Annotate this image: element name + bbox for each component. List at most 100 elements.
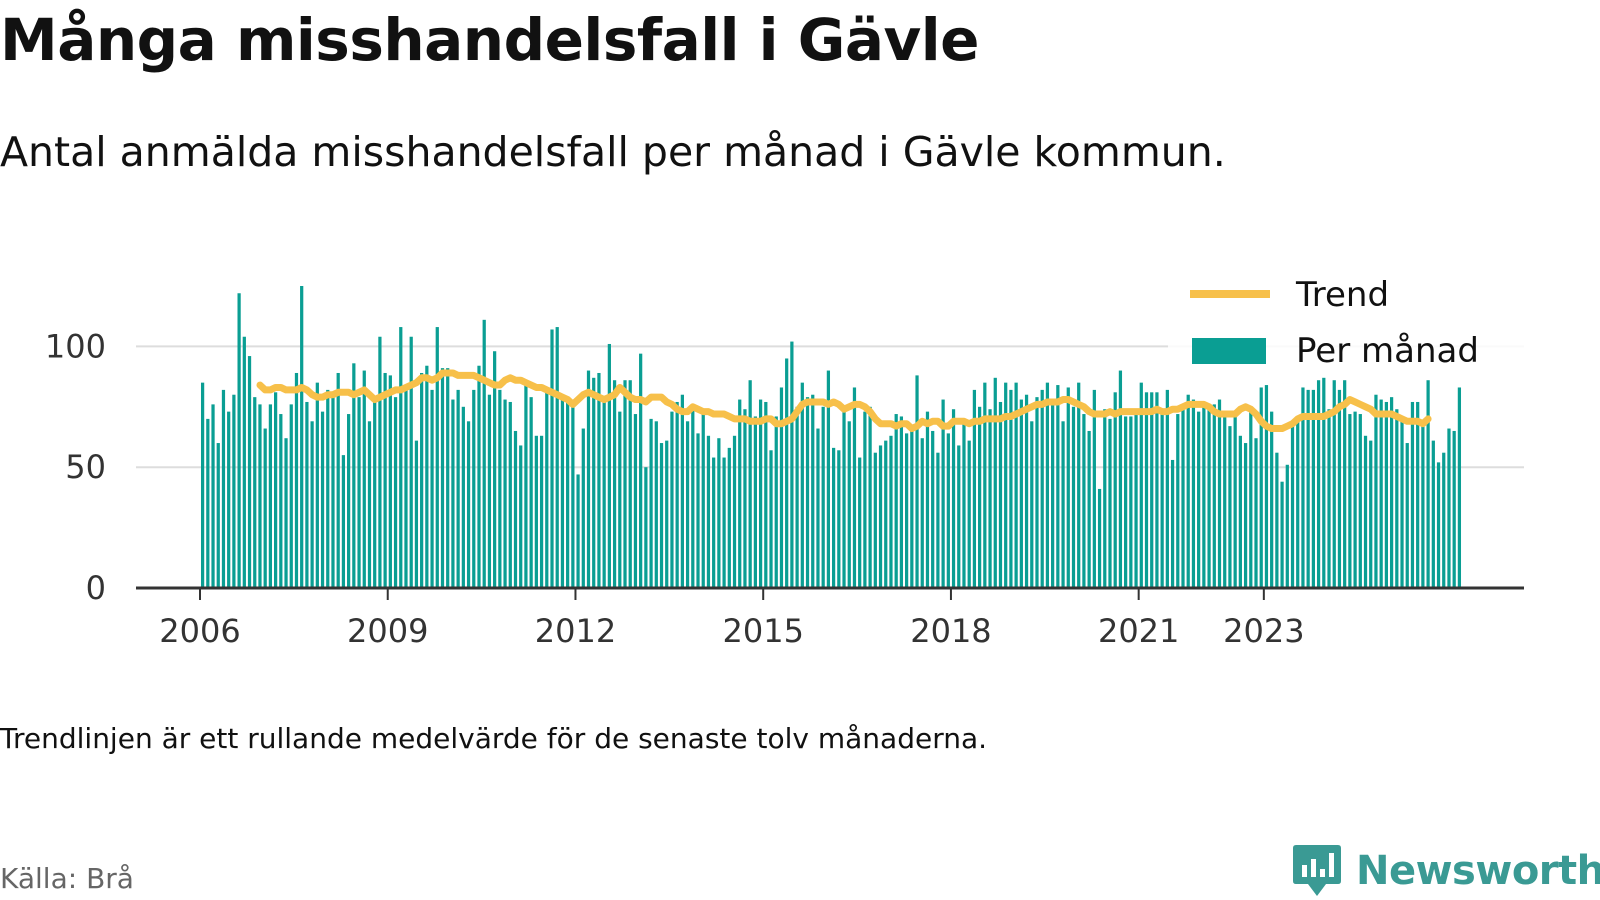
x-tick-label: 2023	[1223, 612, 1304, 650]
bar	[1009, 389, 1013, 588]
axes-group: 0 50 100 2006 2009 2012 2015 2018 2021 2023	[45, 327, 1524, 650]
bar	[602, 399, 606, 588]
bar	[1077, 382, 1081, 588]
bar	[800, 382, 804, 588]
bar	[1238, 435, 1242, 588]
bar	[331, 392, 335, 588]
bar	[1118, 370, 1123, 588]
bar	[1280, 481, 1284, 588]
bar	[545, 387, 549, 588]
bar	[915, 375, 919, 588]
x-tick-label: 2006	[159, 612, 240, 650]
bar	[1301, 387, 1305, 588]
bar	[247, 356, 252, 588]
bar	[795, 406, 799, 588]
bar	[1400, 418, 1404, 588]
bar	[1358, 414, 1362, 588]
bar	[717, 438, 721, 588]
bar	[1457, 387, 1462, 588]
bar	[373, 399, 377, 588]
bar	[1170, 459, 1175, 588]
bar	[414, 440, 419, 588]
bar	[1150, 392, 1154, 588]
bar	[978, 406, 982, 588]
bar	[498, 389, 502, 588]
y-tick-label: 50	[65, 448, 106, 486]
bar	[206, 418, 210, 588]
bar	[1108, 418, 1112, 588]
bar	[1103, 409, 1107, 588]
bar	[1421, 421, 1425, 588]
bar	[1134, 409, 1138, 588]
bar	[1389, 397, 1394, 588]
bar	[310, 421, 314, 588]
bar	[790, 341, 794, 588]
bar	[1369, 440, 1373, 588]
bar	[519, 445, 523, 588]
bar	[367, 421, 372, 588]
bar	[712, 457, 716, 588]
bar	[665, 440, 669, 588]
bar	[1259, 387, 1263, 588]
bar	[685, 421, 690, 588]
bar	[289, 404, 293, 588]
bar	[1405, 443, 1409, 588]
bar	[242, 336, 246, 588]
bar	[352, 363, 356, 588]
bar	[227, 411, 231, 588]
bar	[936, 452, 940, 588]
bar	[586, 370, 591, 588]
bar	[597, 372, 601, 588]
bar	[1197, 411, 1201, 588]
bar	[1019, 399, 1023, 588]
legend-bars-label: Per månad	[1296, 331, 1479, 371]
bar	[221, 389, 226, 588]
bar	[1243, 443, 1248, 588]
bar	[1332, 380, 1336, 588]
bar	[706, 435, 711, 588]
bar	[576, 474, 580, 588]
bar	[993, 377, 997, 588]
bar	[1217, 399, 1222, 588]
bar	[858, 457, 862, 588]
bar	[1337, 389, 1342, 588]
bar	[216, 443, 220, 588]
trend-group	[256, 369, 1432, 433]
bar	[821, 406, 825, 588]
bar	[967, 440, 971, 588]
legend-trend-label: Trend	[1295, 275, 1389, 315]
bar	[258, 404, 262, 588]
bar	[1379, 399, 1383, 588]
bar	[868, 406, 872, 588]
x-tick-label: 2009	[347, 612, 428, 650]
bar	[618, 411, 622, 588]
bar	[1113, 392, 1117, 588]
bar	[758, 399, 763, 588]
bar	[378, 336, 382, 588]
bar	[487, 394, 492, 588]
bar	[466, 421, 471, 588]
bar	[581, 428, 585, 588]
bar	[1056, 385, 1060, 588]
bar	[404, 389, 408, 588]
bar	[279, 414, 283, 588]
bar	[461, 406, 465, 588]
bar	[341, 455, 346, 588]
bar	[1353, 411, 1357, 588]
bar	[1223, 414, 1227, 588]
bar	[320, 411, 325, 588]
bar	[1290, 426, 1295, 588]
bar	[1155, 392, 1159, 588]
bar	[769, 450, 773, 588]
source-label: Källa: Brå	[0, 862, 134, 895]
y-tick-label: 0	[86, 569, 106, 607]
bar	[873, 452, 877, 588]
trend-line	[256, 369, 1432, 433]
bar	[805, 397, 810, 588]
x-tick-label: 2021	[1098, 612, 1179, 650]
bar	[910, 430, 914, 588]
bar	[1363, 435, 1368, 588]
bar	[1176, 414, 1180, 588]
bar	[200, 382, 205, 588]
bar	[1124, 416, 1128, 588]
